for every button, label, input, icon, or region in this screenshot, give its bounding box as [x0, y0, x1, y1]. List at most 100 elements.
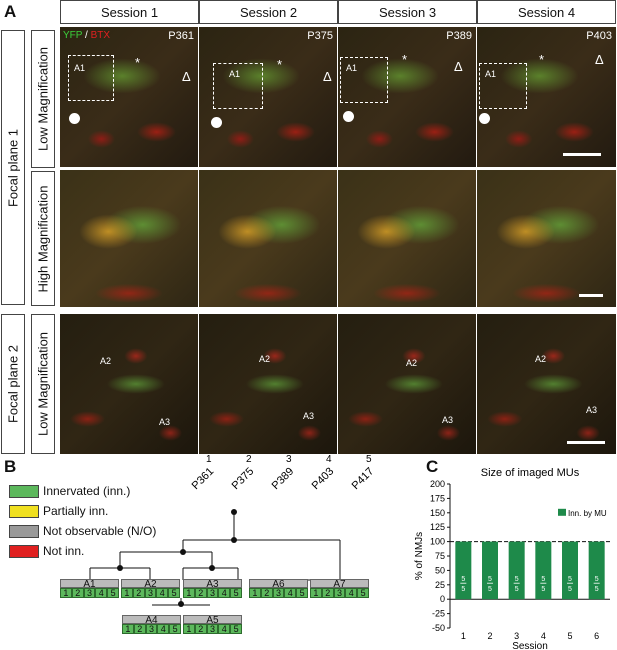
session-1-header: Session 1 — [60, 0, 199, 24]
x-tick-label: 3 — [514, 631, 519, 641]
nmj-a2-label: A2 — [406, 358, 418, 368]
micrograph-fp2-low-s2: A2 A3 — [199, 314, 337, 454]
y-axis-label: % of NMJs — [414, 532, 425, 580]
y-tick-label: 100 — [430, 537, 445, 547]
age-label: P389 — [446, 30, 472, 42]
y-tick-label: 175 — [430, 493, 445, 503]
micrograph-fp1-low-s1: YFP / BTX P361 A1 * Δ — [60, 27, 198, 167]
bar-label-num: 5 — [461, 576, 465, 583]
chart-title: Size of imaged MUs — [481, 467, 580, 479]
nmj-a1-box — [213, 63, 263, 109]
tree-num-5: 5 — [366, 454, 372, 465]
bar-label-num: 5 — [568, 576, 572, 583]
bar-label-num: 5 — [541, 576, 545, 583]
session-3-header: Session 3 — [338, 0, 477, 24]
bar-label-num: 5 — [595, 576, 599, 583]
panel-c-letter: C — [426, 457, 439, 476]
session-4-header: Session 4 — [477, 0, 616, 24]
bar-label-den: 5 — [541, 586, 545, 593]
nmj-a1-box — [340, 57, 388, 103]
delta-marker: Δ — [182, 69, 191, 84]
legend-swatch-innervated — [9, 485, 39, 498]
micrograph-fp1-high-s3 — [338, 170, 476, 307]
scale-bar — [567, 441, 605, 444]
bar-label-den: 5 — [488, 586, 492, 593]
dot-marker — [343, 111, 354, 122]
nmj-a1-box — [479, 63, 527, 109]
tree-num-3: 3 — [286, 454, 292, 465]
y-tick-label: 200 — [430, 479, 445, 489]
chart-size-of-imaged-mus: Size of imaged MUs-50-250255075100125150… — [414, 467, 610, 650]
asterisk-marker: * — [539, 52, 545, 67]
focal-plane-1-label: Focal plane 1 — [1, 30, 25, 305]
x-tick-label: 2 — [487, 631, 492, 641]
stain-legend: YFP / BTX — [63, 30, 111, 41]
legend-label-inn-by-mu: Inn. by MU — [568, 509, 607, 518]
y-tick-label: -25 — [432, 609, 445, 619]
yfp-label: YFP — [63, 30, 83, 41]
row-label-high-mag: High Magnification — [31, 171, 55, 306]
branching-tree — [89, 509, 341, 607]
panel-a-letter: A — [4, 2, 17, 21]
nmj-a3-label: A3 — [159, 417, 171, 427]
dot-marker — [211, 117, 222, 128]
asterisk-marker: * — [135, 55, 141, 70]
nmj-a2-label: A2 — [100, 356, 112, 366]
dot-marker — [69, 113, 80, 124]
y-tick-label: 150 — [430, 508, 445, 518]
legend-label-not-observable: Not observable (N/O) — [43, 524, 157, 538]
tree-num-2: 2 — [246, 454, 252, 465]
tree-age-5: P417 — [350, 465, 377, 492]
nmj-a1-label: A1 — [229, 69, 241, 79]
age-label: P403 — [586, 30, 612, 42]
micrograph-fp2-low-s1: A2 A3 — [60, 314, 198, 454]
x-tick-label: 1 — [461, 631, 466, 641]
tree-age-4: P403 — [310, 465, 337, 492]
legend-label-innervated: Innervated (inn.) — [43, 484, 131, 498]
tree-age-1: P361 — [190, 465, 217, 492]
y-tick-label: 0 — [440, 594, 445, 604]
delta-marker: Δ — [323, 69, 332, 84]
legend-label-partially: Partially inn. — [43, 504, 109, 518]
y-tick-label: 25 — [435, 580, 445, 590]
nmj-a1-label: A1 — [74, 63, 86, 73]
x-axis-label: Session — [512, 641, 548, 650]
scale-bar — [563, 153, 601, 156]
age-label: P375 — [307, 30, 333, 42]
age-label: P361 — [168, 30, 194, 42]
tree-session-labels: P361 1 P375 2 P389 3 P403 4 P417 5 — [190, 454, 377, 492]
bar-label-den: 5 — [568, 586, 572, 593]
y-tick-label: 125 — [430, 522, 445, 532]
scale-bar — [579, 294, 603, 297]
tree-num-4: 4 — [326, 454, 332, 465]
x-tick-label: 5 — [567, 631, 572, 641]
delta-marker: Δ — [454, 59, 463, 74]
tree-age-2: P375 — [230, 465, 257, 492]
micrograph-fp2-low-s4: A2 A3 — [477, 314, 616, 454]
micrograph-fp1-low-s3: P389 A1 * Δ — [338, 27, 476, 167]
nmj-a1-box — [68, 55, 114, 101]
nmj-a3-label: A3 — [303, 411, 315, 421]
bar-session-2 — [482, 541, 498, 600]
row-label-low-mag-2: Low Magnification — [31, 314, 55, 454]
tree-age-3: P389 — [270, 465, 297, 492]
nmj-a2-label: A2 — [259, 354, 271, 364]
legend-label-not-innervated: Not inn. — [43, 544, 85, 558]
bar-session-6 — [588, 541, 605, 600]
x-tick-label: 6 — [594, 631, 599, 641]
legend-swatch-not-observable — [9, 525, 39, 538]
bar-label-num: 5 — [488, 576, 492, 583]
legend-swatch-partially — [9, 505, 39, 518]
x-tick-label: 4 — [541, 631, 546, 641]
micrograph-fp1-high-s4 — [477, 170, 616, 307]
y-tick-label: 50 — [435, 565, 445, 575]
y-tick-label: -50 — [432, 623, 445, 633]
micrograph-fp1-high-s2 — [199, 170, 337, 307]
nmj-a1-label: A1 — [346, 63, 358, 73]
